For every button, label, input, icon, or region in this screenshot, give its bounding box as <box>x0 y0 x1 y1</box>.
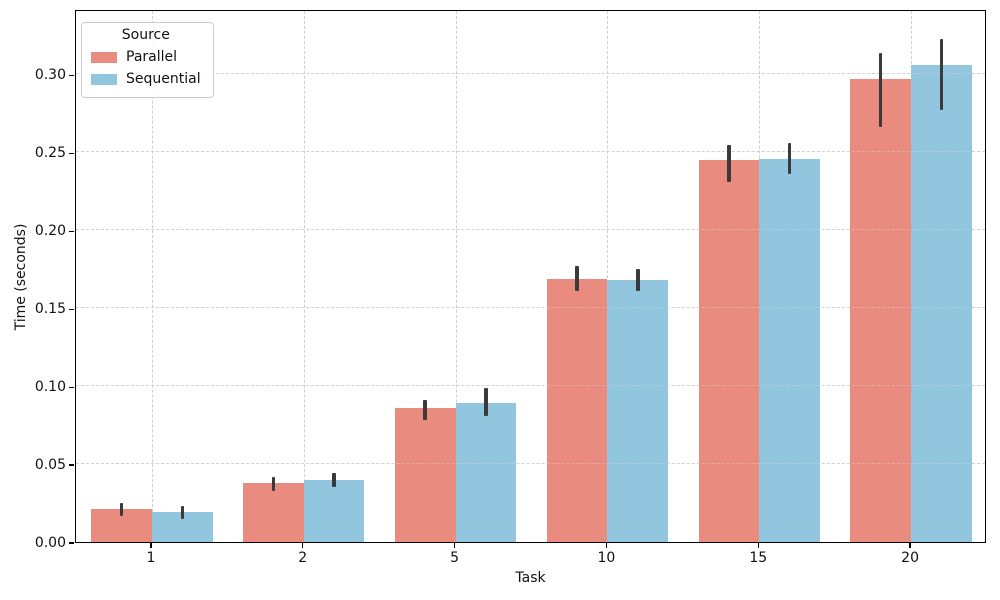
x-tick-mark <box>302 543 304 548</box>
y-tick-mark <box>69 308 74 310</box>
bar-sequential-task-2 <box>303 479 365 542</box>
horizontal-gridline <box>76 385 985 387</box>
vertical-gridline <box>151 11 153 542</box>
grid-overlay-layer <box>76 11 985 542</box>
errorbar-sequential-task-15 <box>787 143 792 175</box>
bar-parallel-task-5 <box>394 407 456 542</box>
bar-sequential-task-10 <box>607 280 669 542</box>
y-tick-mark <box>69 542 74 544</box>
vertical-gridline <box>303 11 305 542</box>
x-tick-mark <box>605 543 607 548</box>
errorbar-sequential-task-2 <box>332 473 336 488</box>
bar-sequential-task-20 <box>911 65 972 542</box>
horizontal-gridline <box>76 307 985 309</box>
errorbar-parallel-task-10 <box>575 266 579 292</box>
errorbar-parallel-task-2 <box>271 476 276 491</box>
horizontal-gridline <box>76 307 985 309</box>
x-tick-label: 5 <box>450 550 460 566</box>
legend-swatch-parallel <box>91 51 117 63</box>
x-tick-label: 20 <box>901 550 919 566</box>
errorbar-parallel-task-5 <box>423 400 427 421</box>
horizontal-gridline <box>76 73 985 75</box>
vertical-gridline <box>455 11 457 542</box>
horizontal-gridline <box>76 463 985 465</box>
y-tick-label: 0.25 <box>34 145 66 162</box>
y-tick-mark <box>69 152 74 154</box>
errorbar-parallel-task-15 <box>727 144 731 182</box>
legend-title: Source <box>121 27 170 43</box>
y-tick-label: 0.15 <box>34 301 66 318</box>
bar-parallel-task-20 <box>850 79 912 542</box>
legend-items: Parallel Sequential <box>91 46 201 90</box>
bar-sequential-task-5 <box>455 403 517 542</box>
bar-parallel-task-10 <box>546 278 608 542</box>
errorbar-sequential-task-5 <box>484 387 488 416</box>
y-tick-label: 0.30 <box>34 67 66 84</box>
x-tick-label: 2 <box>298 550 308 566</box>
x-tick-mark <box>150 543 152 548</box>
legend-item-parallel: Parallel <box>91 46 201 68</box>
bar-parallel-task-2 <box>243 482 304 542</box>
y-tick-mark <box>69 230 74 232</box>
horizontal-gridline <box>76 151 985 153</box>
y-axis-label: Time (seconds) <box>13 223 29 331</box>
horizontal-gridline <box>76 385 985 387</box>
y-tick-label: 0.20 <box>34 223 66 240</box>
errorbar-sequential-task-1 <box>180 506 185 519</box>
y-tick-mark <box>69 386 74 388</box>
plot-area <box>75 10 986 543</box>
y-tick-label: 0.10 <box>34 379 66 396</box>
legend-swatch-sequential <box>91 73 117 85</box>
y-tick-mark <box>69 464 74 466</box>
vertical-gridline <box>607 11 609 542</box>
errorbars-layer <box>76 11 985 542</box>
x-tick-mark <box>909 543 911 548</box>
legend: Source Parallel Sequential <box>81 22 214 98</box>
legend-label-parallel: Parallel <box>126 49 178 65</box>
bar-parallel-task-15 <box>698 160 760 542</box>
horizontal-gridline <box>76 73 985 75</box>
x-tick-mark <box>453 543 456 548</box>
x-tick-label: 10 <box>597 550 616 566</box>
x-tick-mark <box>757 543 759 548</box>
errorbar-sequential-task-20 <box>939 38 944 111</box>
y-tick-label: 0.00 <box>34 535 66 551</box>
errorbar-parallel-task-20 <box>878 52 883 128</box>
errorbar-sequential-task-10 <box>636 269 640 292</box>
x-tick-label: 1 <box>146 550 156 566</box>
bars-layer <box>76 11 985 542</box>
horizontal-gridline <box>76 463 985 465</box>
y-tick-label: 0.05 <box>34 457 66 474</box>
horizontal-gridline <box>76 229 985 231</box>
legend-label-sequential: Sequential <box>126 71 201 87</box>
x-tick-label: 15 <box>749 550 768 566</box>
horizontal-gridline <box>76 229 985 231</box>
y-tick-mark <box>69 74 74 77</box>
errorbar-parallel-task-1 <box>119 503 124 516</box>
legend-item-sequential: Sequential <box>91 68 201 90</box>
x-axis-label: Task <box>515 570 546 586</box>
bar-sequential-task-15 <box>759 158 820 542</box>
horizontal-gridline <box>76 151 985 153</box>
